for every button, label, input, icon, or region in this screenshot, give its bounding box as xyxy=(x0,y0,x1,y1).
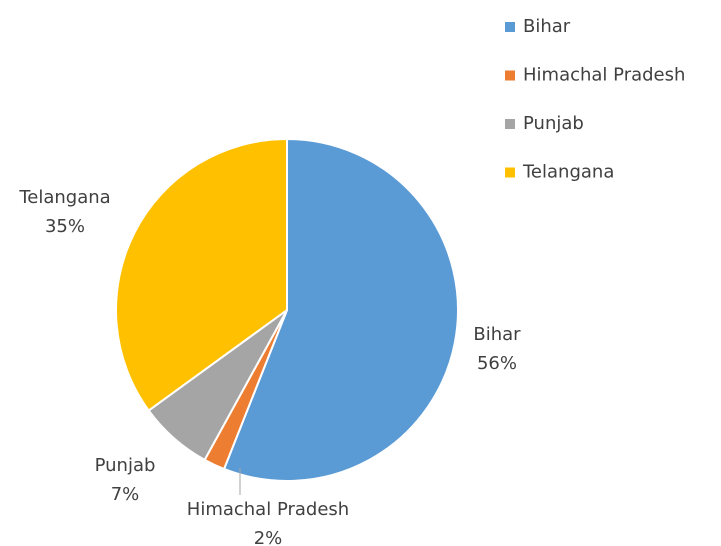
data-label-name: Punjab xyxy=(95,455,156,476)
legend-label: Bihar xyxy=(523,16,571,37)
data-label-name: Bihar xyxy=(473,324,521,345)
legend-label: Punjab xyxy=(523,113,584,134)
data-label-name: Himachal Pradesh xyxy=(187,499,349,520)
data-label-value: 56% xyxy=(477,353,517,374)
pie-slice xyxy=(222,137,459,482)
legend-label: Telangana xyxy=(522,162,614,183)
legend-swatch xyxy=(505,22,515,32)
data-label-value: 2% xyxy=(254,528,283,546)
data-label-value: 35% xyxy=(45,216,85,237)
data-label-name: Telangana xyxy=(18,187,110,208)
legend-swatch xyxy=(505,70,515,81)
legend-label: Himachal Pradesh xyxy=(523,65,685,86)
data-label-value: 7% xyxy=(111,484,140,505)
legend-swatch xyxy=(505,167,515,178)
legend-swatch xyxy=(505,119,515,129)
pie-slice xyxy=(115,137,288,412)
